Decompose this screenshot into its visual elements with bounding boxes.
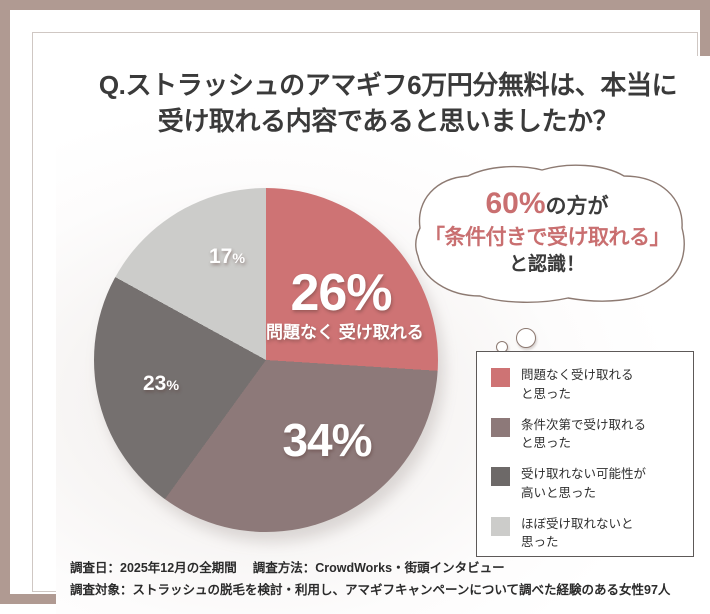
legend-label-2: 受け取れない可能性が 高いと思った [521,467,647,500]
footnote-survey-date: 調査日：2025年12月の全期間 [70,561,237,575]
callout-percent-highlight: 60% [485,187,546,220]
decorative-frame-inner-line: Q.ストラッシュのアマギフ6万円分無料は、本当に 受け取れる内容であると思いまし… [32,32,710,614]
callout-line-1-rest: の方が [545,195,609,218]
legend-item-1: 条件次第で受け取れる と思った [491,416,683,454]
page-title: Q.ストラッシュのアマギフ6万円分無料は、本当に 受け取れる内容であると思いまし… [98,70,678,136]
pie-slice-unit-2: % [166,378,180,394]
legend-item-0: 問題なく受け取れる と思った [491,366,683,404]
callout-text: 60%の方が 「条件付きで受け取れる」 と認識！ [392,184,702,278]
chart-legend: 問題なく受け取れる と思った 条件次第で受け取れる と思った 受け取れない可能性… [476,351,694,557]
pie-chart: 26% 問題なく 受け取れる 34% 23% 17% [94,188,444,542]
decorative-frame-white: Q.ストラッシュのアマギフ6万円分無料は、本当に 受け取れる内容であると思いまし… [10,10,710,614]
footnote-line-1: 調査日：2025年12月の全期間 調査方法：CrowdWorks・街頭インタビュー [70,558,710,580]
pie-slice-unit-3: % [232,251,246,267]
survey-footnote: 調査日：2025年12月の全期間 調査方法：CrowdWorks・街頭インタビュー… [70,558,710,601]
pie-slice-sublabel-0: 問題なく 受け取れる [266,322,424,342]
footnote-survey-method: 調査方法：CrowdWorks・街頭インタビュー [252,561,505,575]
legend-item-2: 受け取れない可能性が 高いと思った [491,465,683,503]
pie-slice-value-1: 34% [282,414,372,466]
pie-slice-label-0: 26% 問題なく 受け取れる [266,264,424,343]
legend-item-3: ほぼ受け取れないと 思った [491,515,683,553]
pie-slice-value-0: 26% [290,264,392,322]
speech-bubble-tail-dot-large [516,328,536,348]
legend-label-3: ほぼ受け取れないと 思った [521,516,634,550]
pie-slice-label-3: 17% [192,245,262,268]
callout-speech-bubble: 60%の方が 「条件付きで受け取れる」 と認識！ [392,162,702,306]
callout-line-1: 60%の方が [392,184,702,224]
callout-line-3: と認識！ [508,254,585,276]
infographic-canvas: Q.ストラッシュのアマギフ6万円分無料は、本当に 受け取れる内容であると思いまし… [56,56,710,614]
pie-slice-value-2: 23 [142,372,167,395]
pie-slice-value-3: 17 [208,245,233,268]
pie-slice-label-2: 23% [126,372,196,395]
callout-line-2: 「条件付きで受け取れる」 [424,226,671,250]
legend-swatch-2 [491,467,510,486]
legend-swatch-1 [491,417,510,437]
speech-bubble-shape [415,164,685,303]
footnote-line-2: 調査対象：ストラッシュの脱毛を検討・利用し、アマギフキャンペーンについて調べた経… [70,582,671,597]
legend-swatch-3 [491,516,510,536]
legend-swatch-0 [491,368,510,387]
pie-chart-disc [94,188,438,532]
legend-label-0: 問題なく受け取れる と思った [521,368,634,401]
pie-slice-label-1: 34% [262,416,392,464]
legend-label-1: 条件次第で受け取れる と思った [521,417,647,451]
